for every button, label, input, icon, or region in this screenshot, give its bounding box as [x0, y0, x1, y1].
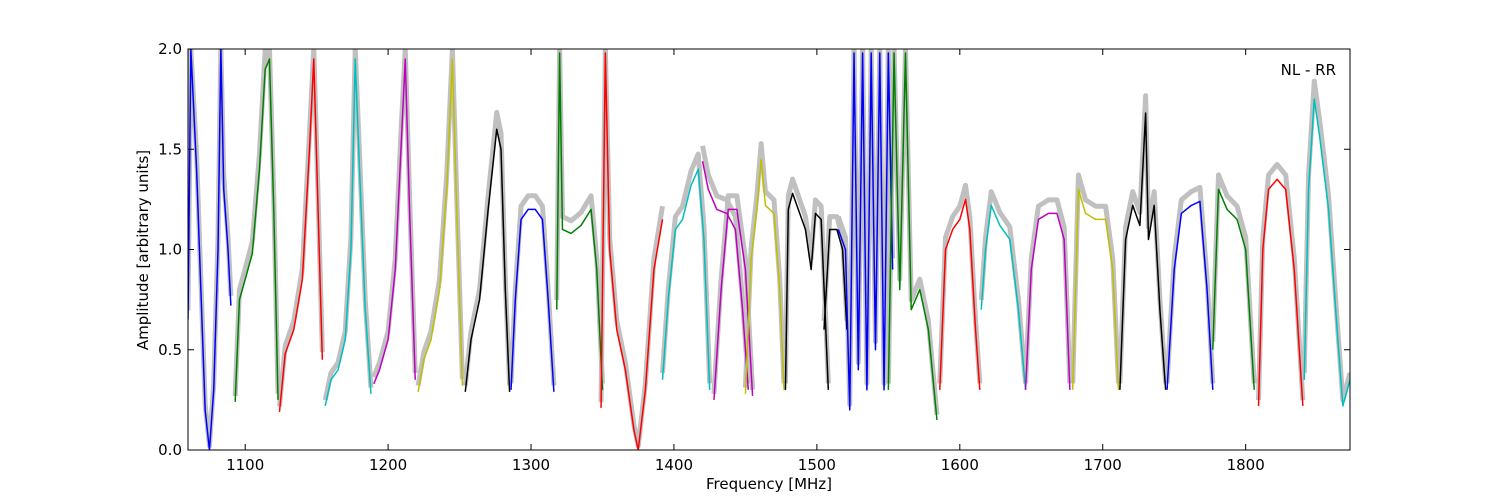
band-line-18 — [939, 198, 981, 390]
band-line-8 — [556, 52, 604, 390]
band-line-24 — [1212, 188, 1255, 390]
x-tick-label: 1800 — [1227, 456, 1265, 474]
band-line-4 — [373, 58, 417, 385]
background-band-13 — [742, 141, 787, 388]
x-tick-label: 1400 — [655, 456, 693, 474]
band-line-21 — [1071, 188, 1120, 390]
x-tick-label: 1500 — [798, 456, 836, 474]
band-line-3 — [324, 58, 372, 407]
background-band-20 — [1023, 197, 1073, 384]
y-tick-label: 2.0 — [158, 40, 182, 58]
band-line-15 — [823, 228, 848, 330]
background-band-23 — [1164, 184, 1216, 384]
x-tick-label: 1100 — [226, 456, 264, 474]
x-axis-label: Frequency [MHz] — [706, 475, 832, 493]
y-tick-label: 0.0 — [158, 441, 182, 459]
annotation-label: NL - RR — [1281, 61, 1336, 79]
band-line-16 — [837, 52, 894, 411]
band-line-11 — [701, 161, 750, 390]
band-line-13 — [744, 158, 785, 394]
band-line-7 — [510, 208, 555, 392]
background-band-14 — [782, 176, 831, 384]
x-tick-label: 1700 — [1084, 456, 1122, 474]
band-line-6 — [464, 128, 511, 392]
series-group — [188, 49, 1350, 450]
band-line-17 — [887, 52, 938, 420]
x-axis: 1100 1200 1300 1400 1500 1600 1700 1800 — [226, 49, 1265, 474]
y-axis: 0.0 0.5 1.0 1.5 2.0 — [158, 40, 1350, 459]
band-line-0 — [188, 49, 232, 450]
x-tick-label: 1300 — [512, 456, 550, 474]
band-line-2 — [278, 58, 324, 412]
band-line-26 — [1303, 98, 1350, 407]
background-band-10 — [660, 151, 713, 384]
band-line-19 — [980, 204, 1027, 390]
background-band-25 — [1256, 161, 1306, 401]
band-line-23 — [1166, 200, 1214, 390]
x-tick-label: 1200 — [369, 456, 407, 474]
band-line-14 — [784, 192, 830, 390]
y-tick-label: 1.5 — [158, 140, 182, 158]
background-band-21 — [1070, 172, 1121, 384]
y-tick-label: 0.5 — [158, 341, 182, 359]
band-line-5 — [417, 58, 464, 392]
band-line-1 — [234, 58, 279, 402]
y-axis-label: Amplitude [arbitrary units] — [134, 150, 152, 350]
band-line-25 — [1257, 178, 1304, 406]
band-line-12 — [713, 208, 754, 400]
y-tick-label: 1.0 — [158, 241, 182, 259]
band-line-22 — [1119, 112, 1167, 390]
x-tick-label: 1600 — [941, 456, 979, 474]
band-line-20 — [1024, 212, 1071, 390]
band-line-10 — [661, 168, 711, 390]
background-band-7 — [508, 193, 557, 386]
background-band-19 — [978, 189, 1029, 384]
band-line-9 — [600, 52, 664, 450]
